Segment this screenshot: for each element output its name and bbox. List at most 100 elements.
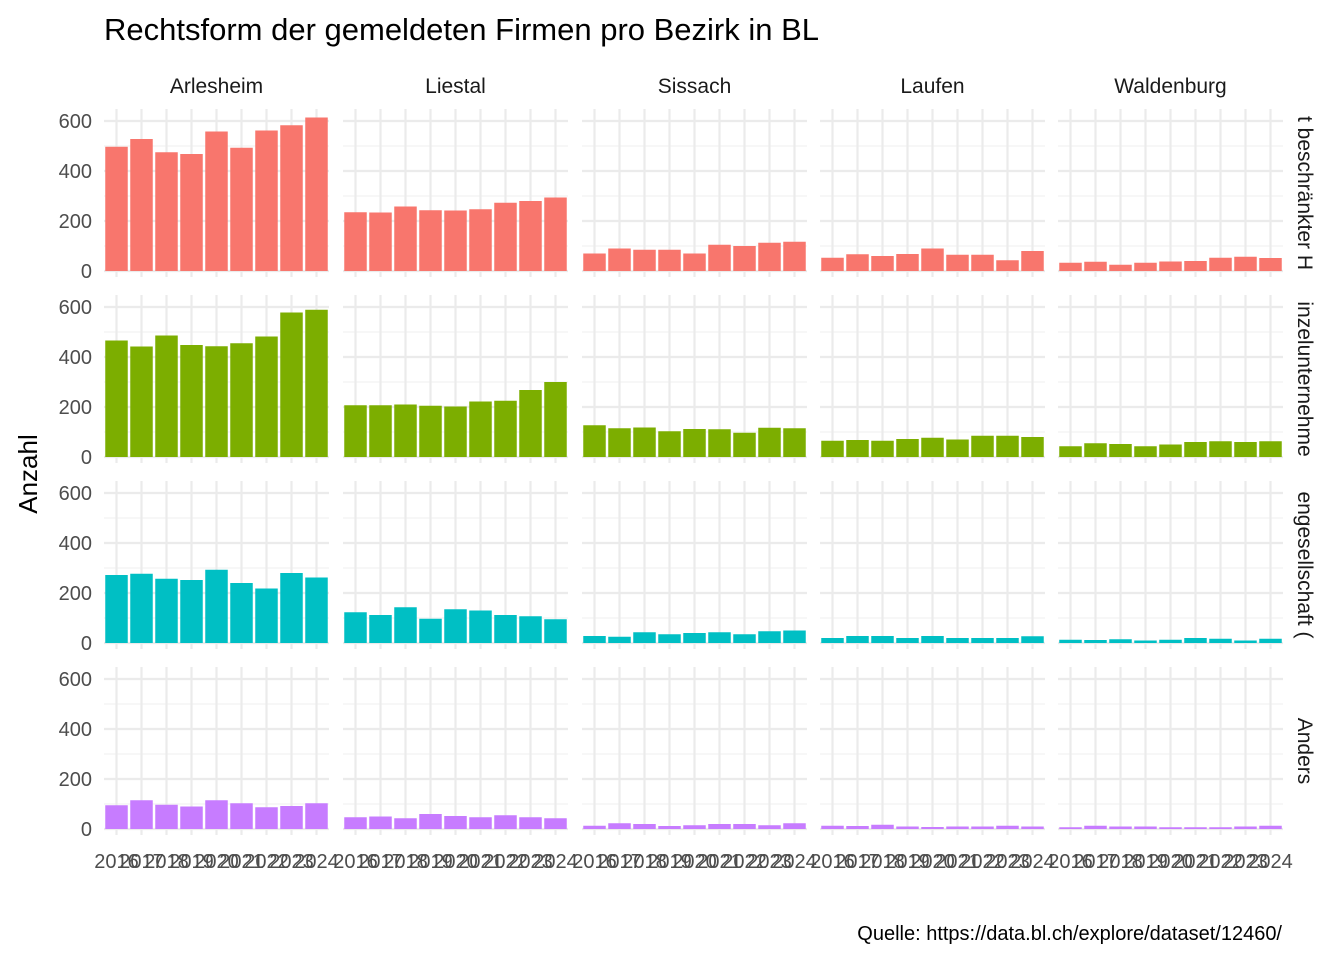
y-tick-label: 0 xyxy=(81,447,92,469)
bar-arlesheim-2019 xyxy=(180,345,203,457)
bar-arlesheim-2020 xyxy=(205,569,228,643)
bar-arlesheim-2023 xyxy=(280,806,303,829)
bar-waldenburg-2020 xyxy=(1159,261,1182,271)
bar-arlesheim-2018 xyxy=(155,152,178,271)
bar-arlesheim-2021 xyxy=(230,803,253,829)
bar-waldenburg-2021 xyxy=(1184,827,1207,829)
bar-arlesheim-2019 xyxy=(180,154,203,271)
panel-arlesheim-row-1 xyxy=(104,109,329,277)
bar-laufen-2024 xyxy=(1021,636,1044,643)
bar-laufen-2019 xyxy=(896,826,919,829)
bar-sissach-2022 xyxy=(733,824,756,829)
y-tick-label: 600 xyxy=(59,669,92,691)
bar-sissach-2021 xyxy=(708,429,731,457)
bar-arlesheim-2024 xyxy=(305,803,328,829)
bar-waldenburg-2019 xyxy=(1134,826,1157,829)
x-tick-label: 2023 xyxy=(508,851,553,873)
bar-sissach-2024 xyxy=(783,241,806,271)
bar-sissach-2019 xyxy=(658,431,681,457)
bar-arlesheim-2024 xyxy=(305,577,328,643)
x-tick-label: 2018 xyxy=(1098,851,1143,873)
bar-arlesheim-2018 xyxy=(155,804,178,829)
bar-liestal-2020 xyxy=(444,406,467,457)
panel-liestal-row-2 xyxy=(343,295,568,463)
x-tick-label: 2021 xyxy=(1173,851,1218,873)
panel-liestal-row-3 xyxy=(343,481,568,649)
x-tick-label: 2020 xyxy=(1148,851,1193,873)
bar-laufen-2017 xyxy=(846,440,869,457)
bar-liestal-2022 xyxy=(494,400,517,457)
strip-label-liestal: Liestal xyxy=(425,75,486,98)
bar-liestal-2016 xyxy=(344,817,367,829)
panel-laufen-row-4 xyxy=(820,667,1045,835)
bar-laufen-2024 xyxy=(1021,826,1044,829)
bar-sissach-2020 xyxy=(683,633,706,643)
y-tick-label: 200 xyxy=(59,211,92,233)
bar-sissach-2022 xyxy=(733,246,756,271)
panel-waldenburg-row-2 xyxy=(1058,295,1283,463)
y-tick-label: 0 xyxy=(81,261,92,283)
x-tick-label: 2016 xyxy=(810,851,855,873)
bar-liestal-2023 xyxy=(519,390,542,457)
bar-laufen-2023 xyxy=(996,435,1019,457)
panel-liestal-row-4 xyxy=(343,667,568,835)
bar-laufen-2024 xyxy=(1021,251,1044,271)
bar-laufen-2022 xyxy=(971,254,994,271)
bar-arlesheim-2017 xyxy=(130,800,153,829)
bar-arlesheim-2022 xyxy=(255,807,278,829)
y-tick-label: 600 xyxy=(59,483,92,505)
bar-sissach-2018 xyxy=(633,427,656,457)
bar-sissach-2020 xyxy=(683,429,706,457)
row-strip-label: inzelunternehme xyxy=(1293,301,1316,456)
bar-laufen-2018 xyxy=(871,824,894,829)
bar-arlesheim-2022 xyxy=(255,130,278,271)
bar-waldenburg-2023 xyxy=(1234,640,1257,643)
panel-arlesheim-row-2 xyxy=(104,295,329,463)
bar-waldenburg-2018 xyxy=(1109,826,1132,829)
bar-laufen-2020 xyxy=(921,636,944,643)
x-tick-label: 2021 xyxy=(697,851,742,873)
y-tick-label: 400 xyxy=(59,347,92,369)
bar-liestal-2021 xyxy=(469,209,492,271)
bar-laufen-2021 xyxy=(946,439,969,457)
bar-waldenburg-2024 xyxy=(1259,258,1282,271)
bar-arlesheim-2020 xyxy=(205,131,228,271)
bar-arlesheim-2022 xyxy=(255,336,278,457)
bar-sissach-2017 xyxy=(608,823,631,829)
bar-arlesheim-2021 xyxy=(230,147,253,271)
row-strip-2: inzelunternehme xyxy=(1293,301,1316,456)
bar-laufen-2023 xyxy=(996,825,1019,829)
bar-liestal-2023 xyxy=(519,817,542,829)
bar-sissach-2024 xyxy=(783,428,806,457)
bar-waldenburg-2024 xyxy=(1259,638,1282,643)
x-tick-label: 2024 xyxy=(294,851,339,873)
bar-waldenburg-2023 xyxy=(1234,826,1257,829)
bar-sissach-2016 xyxy=(583,425,606,457)
bar-liestal-2016 xyxy=(344,405,367,457)
bar-liestal-2023 xyxy=(519,201,542,271)
x-tick-label: 2019 xyxy=(885,851,930,873)
x-tick-label: 2020 xyxy=(672,851,717,873)
strip-label-sissach: Sissach xyxy=(658,75,732,98)
strip-label-arlesheim: Arlesheim xyxy=(170,75,263,98)
panel-sissach-row-4 xyxy=(582,667,807,835)
bar-sissach-2020 xyxy=(683,253,706,271)
bar-arlesheim-2020 xyxy=(205,346,228,457)
bar-laufen-2019 xyxy=(896,254,919,271)
bar-waldenburg-2018 xyxy=(1109,264,1132,271)
bar-liestal-2019 xyxy=(419,405,442,457)
x-tick-label: 2018 xyxy=(860,851,905,873)
bar-liestal-2017 xyxy=(369,212,392,271)
panel-waldenburg-row-1 xyxy=(1058,109,1283,277)
bar-waldenburg-2021 xyxy=(1184,638,1207,643)
bar-waldenburg-2020 xyxy=(1159,444,1182,457)
x-tick-label: 2023 xyxy=(747,851,792,873)
panel-sissach-row-2 xyxy=(582,295,807,463)
panel-liestal-row-1 xyxy=(343,109,568,277)
bar-liestal-2024 xyxy=(544,197,567,271)
bar-liestal-2018 xyxy=(394,404,417,457)
bar-sissach-2023 xyxy=(758,242,781,271)
x-tick-label: 2019 xyxy=(1123,851,1168,873)
bar-liestal-2017 xyxy=(369,816,392,829)
bar-laufen-2019 xyxy=(896,638,919,643)
